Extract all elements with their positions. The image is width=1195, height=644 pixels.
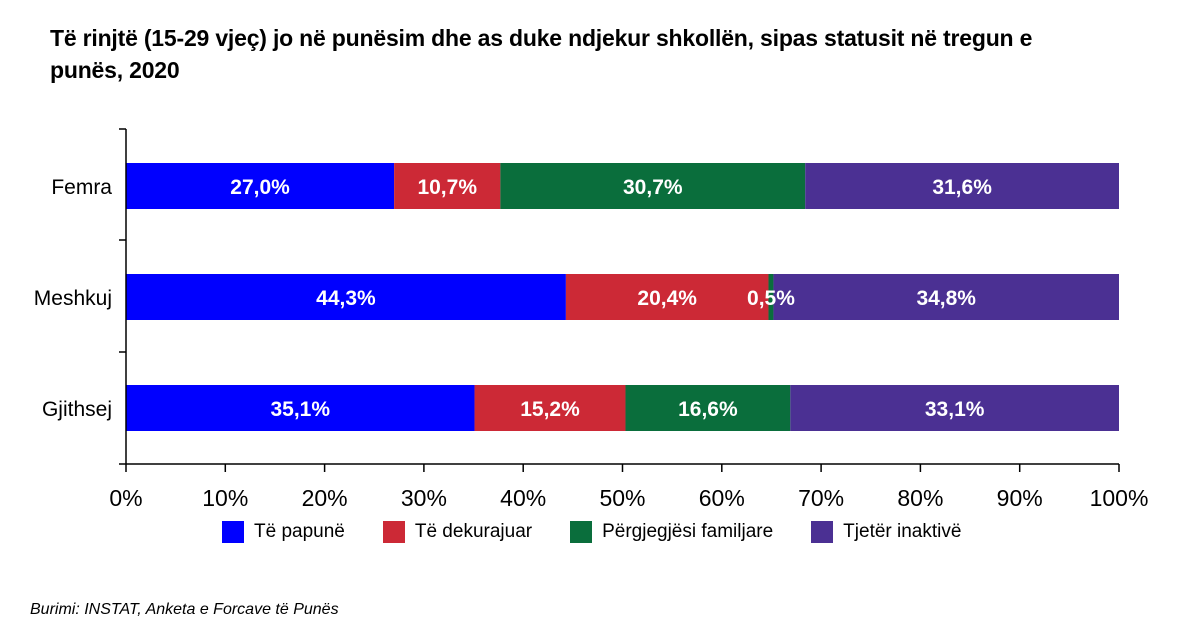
legend-label-pergjegjesi-familjare: Përgjegjësi familjare (602, 521, 774, 542)
x-tick-label: 80% (897, 485, 943, 511)
x-tick-label: 60% (699, 485, 745, 511)
x-tick-label: 50% (599, 485, 645, 511)
data-label: 35,1% (270, 398, 330, 421)
bar-segment (790, 385, 1119, 431)
bar-segment (768, 274, 774, 320)
bar-segment (126, 163, 395, 209)
source-note: Burimi: INSTAT, Anketa e Forcave të Punë… (30, 601, 339, 618)
legend-swatch-pergjegjesi-familjare (570, 521, 593, 543)
data-label: 33,1% (925, 398, 985, 421)
data-label: 10,7% (417, 176, 477, 199)
bar-segment (126, 274, 566, 320)
bar-segment (773, 274, 1119, 320)
bar-segment (474, 385, 626, 431)
data-label: 27,0% (230, 176, 290, 199)
legend-item-te-dekurajuar: Të dekurajuar (382, 521, 533, 543)
y-tick-label: Meshkuj (34, 287, 112, 310)
x-tick-label: 40% (500, 485, 546, 511)
x-tick-label: 10% (202, 485, 248, 511)
x-tick-label: 0% (109, 485, 142, 511)
legend-item-te-papune: Të papunë (222, 521, 345, 543)
legend-item-pergjegjesi-familjare: Përgjegjësi familjare (570, 521, 773, 543)
x-tick-label: 20% (302, 485, 348, 511)
legend-label-te-dekurajuar: Të dekurajuar (414, 521, 533, 542)
bar-segment (565, 274, 769, 320)
y-tick-label: Femra (51, 176, 112, 199)
y-tick-label: Gjithsej (42, 398, 112, 421)
x-tick-label: 100% (1090, 485, 1149, 511)
legend-swatch-te-papune (222, 521, 244, 543)
chart-title: Të rinjtë (15-29 vjeç) jo në punësim dhe… (50, 25, 1033, 83)
x-tick-label: 90% (997, 485, 1043, 511)
data-label: 31,6% (932, 176, 992, 199)
legend-swatch-te-dekurajuar (382, 521, 405, 543)
legend-swatch-tjeter-inaktive (811, 521, 834, 543)
data-label: 44,3% (316, 287, 376, 310)
bar-segment (625, 385, 791, 431)
chart-legend: Të papunë Të dekurajuar Përgjegjësi fami… (222, 521, 999, 543)
data-label: 16,6% (678, 398, 738, 421)
bar-segment (500, 163, 806, 209)
x-tick-label: 70% (798, 485, 844, 511)
data-label: 34,8% (916, 287, 976, 310)
x-tick-label: 30% (401, 485, 447, 511)
legend-label-tjeter-inaktive: Tjetër inaktivë (843, 521, 962, 542)
bar-segment (805, 163, 1119, 209)
data-label: 15,2% (520, 398, 580, 421)
data-label: 30,7% (623, 176, 683, 199)
legend-label-te-papune: Të papunë (254, 521, 345, 542)
bar-segment (394, 163, 501, 209)
data-label: 20,4% (637, 287, 697, 310)
legend-item-tjeter-inaktive: Tjetër inaktivë (811, 521, 961, 543)
data-label: 0,5% (747, 287, 795, 310)
bar-segment (126, 385, 475, 431)
